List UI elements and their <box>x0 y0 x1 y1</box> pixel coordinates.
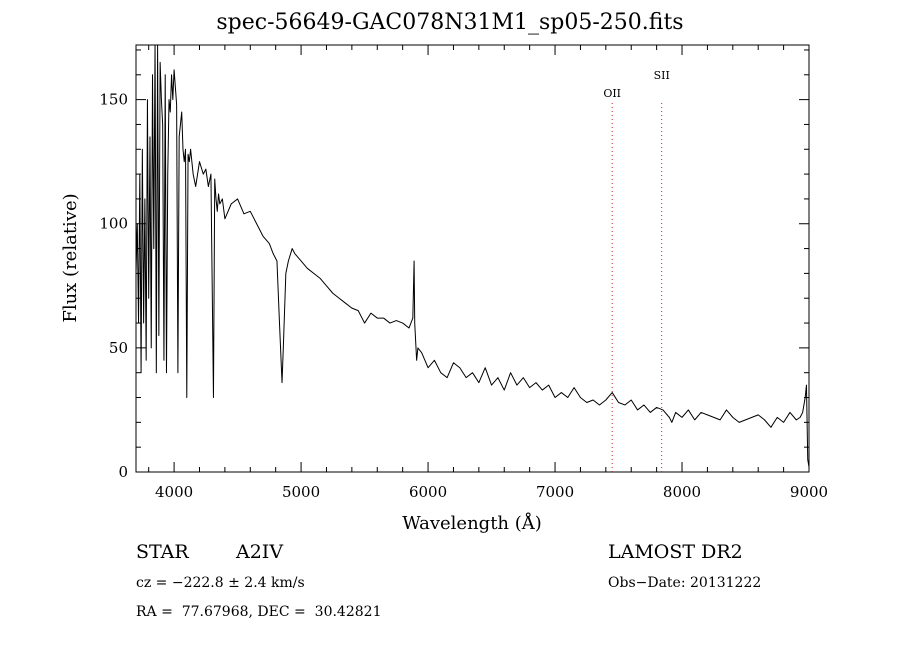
x-tick-label: 5000 <box>282 483 320 501</box>
coordinates: RA = 77.67968, DEC = 30.42821 <box>136 604 382 620</box>
x-tick-label: 7000 <box>536 483 574 501</box>
redshift-velocity: cz = −222.8 ± 2.4 km/s <box>136 575 305 591</box>
x-tick-label: 8000 <box>663 483 701 501</box>
y-tick-label: 100 <box>99 215 128 233</box>
y-tick-label: 150 <box>99 91 128 109</box>
survey-label: LAMOST DR2 <box>608 541 743 563</box>
observation-date: Obs−Date: 20131222 <box>608 575 762 591</box>
x-axis-label: Wavelength (Å) <box>402 512 542 534</box>
object-class: STAR <box>136 541 189 563</box>
y-tick-label: 0 <box>118 463 128 481</box>
x-tick-label: 6000 <box>409 483 447 501</box>
x-tick-label: 4000 <box>155 483 193 501</box>
plot-frame <box>135 44 810 473</box>
x-tick-label: 9000 <box>790 483 828 501</box>
spectrum-series-line <box>135 44 810 468</box>
annotation-label: SII <box>654 69 670 82</box>
object-subclass: A2IV <box>236 541 284 563</box>
annotation-label: OII <box>603 87 621 100</box>
spectrum-title: spec-56649-GAC078N31M1_sp05-250.fits <box>216 10 684 35</box>
y-tick-label: 50 <box>109 339 128 357</box>
y-axis-label: Flux (relative) <box>60 193 81 322</box>
